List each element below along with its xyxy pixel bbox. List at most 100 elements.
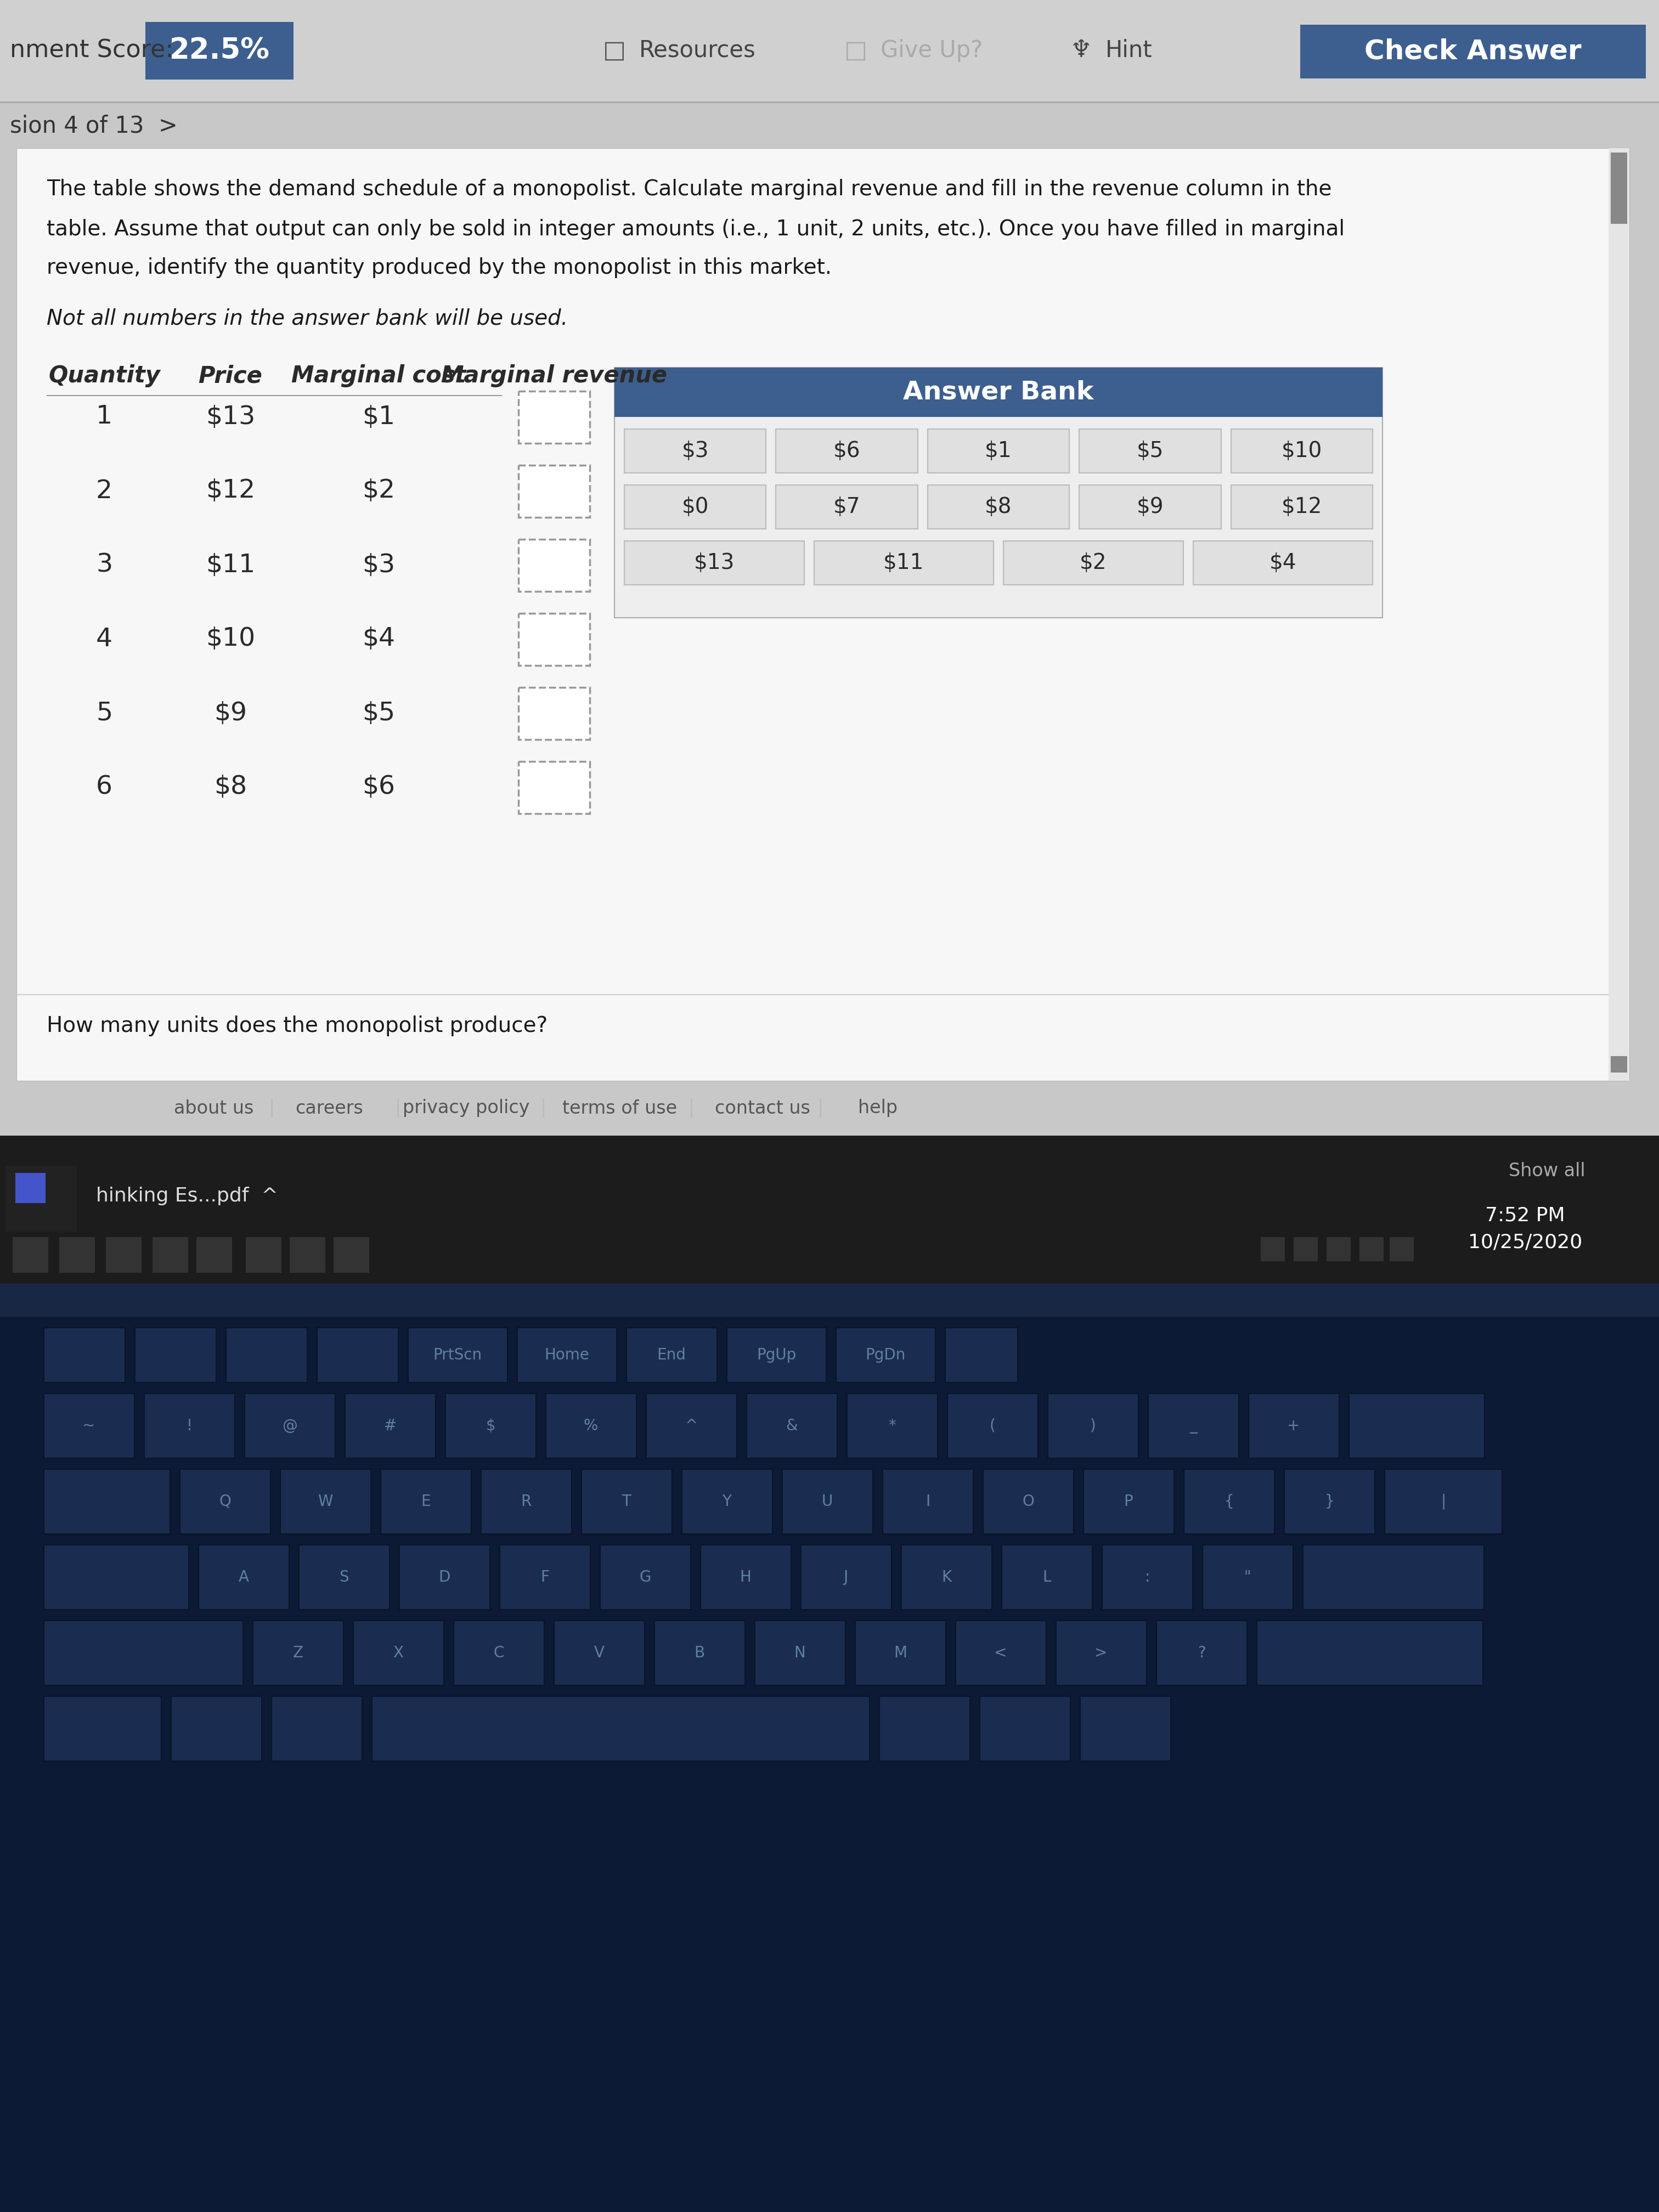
- Text: Show all: Show all: [1508, 1161, 1586, 1181]
- Bar: [836, 1327, 936, 1383]
- Bar: [1284, 1469, 1375, 1533]
- Bar: [1231, 429, 1372, 473]
- Text: 2: 2: [96, 478, 113, 504]
- Text: ?: ?: [1198, 1646, 1206, 1661]
- Text: #: #: [383, 1418, 397, 1433]
- Bar: [290, 1237, 325, 1272]
- Text: @: @: [282, 1418, 297, 1433]
- Text: 6: 6: [96, 774, 113, 799]
- Text: |: |: [688, 1099, 695, 1117]
- Text: (: (: [989, 1418, 995, 1433]
- Bar: [783, 1469, 873, 1533]
- Bar: [1156, 1621, 1248, 1686]
- Text: H: H: [740, 1571, 752, 1586]
- Text: hinking Es...pdf  ^: hinking Es...pdf ^: [96, 1186, 279, 1206]
- Text: Answer Bank: Answer Bank: [902, 380, 1093, 405]
- Bar: [927, 429, 1070, 473]
- Text: Marginal cost: Marginal cost: [292, 365, 466, 387]
- Text: Y: Y: [722, 1493, 732, 1509]
- Bar: [1302, 1544, 1485, 1610]
- Bar: [317, 1327, 398, 1383]
- Bar: [272, 1697, 362, 1761]
- Text: V: V: [594, 1646, 604, 1661]
- Text: PgUp: PgUp: [757, 1347, 796, 1363]
- Text: $8: $8: [985, 495, 1012, 518]
- Text: Check Answer: Check Answer: [1364, 38, 1581, 64]
- Bar: [0, 1283, 1659, 2212]
- Bar: [196, 1237, 232, 1272]
- Text: :: :: [1145, 1571, 1150, 1586]
- Bar: [776, 484, 917, 529]
- Text: ^: ^: [685, 1418, 698, 1433]
- Text: $7: $7: [833, 495, 861, 518]
- Text: M: M: [894, 1646, 907, 1661]
- Text: PrtScn: PrtScn: [433, 1347, 483, 1363]
- Text: F: F: [541, 1571, 549, 1586]
- Bar: [554, 1621, 645, 1686]
- Bar: [946, 1327, 1017, 1383]
- Text: 10/25/2020: 10/25/2020: [1468, 1234, 1583, 1252]
- Text: revenue, identify the quantity produced by the monopolist in this market.: revenue, identify the quantity produced …: [46, 257, 831, 279]
- Text: $1: $1: [362, 405, 395, 429]
- Bar: [199, 1544, 289, 1610]
- Text: $6: $6: [362, 774, 395, 799]
- Text: PgDn: PgDn: [866, 1347, 906, 1363]
- Bar: [43, 1394, 134, 1458]
- Text: _: _: [1190, 1418, 1198, 1433]
- Text: careers: careers: [295, 1099, 363, 1117]
- Bar: [647, 1394, 737, 1458]
- Bar: [1611, 153, 1627, 223]
- Text: ♆: ♆: [1070, 38, 1092, 62]
- Bar: [624, 429, 766, 473]
- Text: Resources: Resources: [639, 40, 757, 62]
- Text: W: W: [319, 1493, 333, 1509]
- Bar: [518, 688, 589, 739]
- Text: Z: Z: [292, 1646, 304, 1661]
- Bar: [134, 1327, 216, 1383]
- Text: U: U: [821, 1493, 833, 1509]
- Bar: [333, 1237, 370, 1272]
- Bar: [518, 613, 589, 666]
- Text: ": ": [1244, 1571, 1251, 1586]
- Text: J: J: [844, 1571, 848, 1586]
- Bar: [518, 1327, 617, 1383]
- Text: |: |: [1442, 1493, 1447, 1509]
- Text: }: }: [1324, 1493, 1334, 1509]
- Bar: [546, 1394, 637, 1458]
- Text: C: C: [493, 1646, 504, 1661]
- Bar: [1102, 1544, 1193, 1610]
- Text: 1: 1: [96, 405, 113, 429]
- Bar: [947, 1394, 1039, 1458]
- Bar: [1148, 1394, 1239, 1458]
- Text: S: S: [338, 1571, 348, 1586]
- Text: Price: Price: [199, 365, 262, 387]
- Bar: [1048, 1394, 1138, 1458]
- Bar: [0, 104, 1659, 150]
- Bar: [956, 1621, 1047, 1686]
- Text: $13: $13: [206, 405, 255, 429]
- Bar: [146, 22, 294, 80]
- Bar: [1301, 24, 1646, 77]
- Bar: [624, 542, 805, 584]
- Text: $13: $13: [693, 553, 735, 573]
- Text: N: N: [795, 1646, 806, 1661]
- Text: 22.5%: 22.5%: [169, 35, 270, 64]
- Bar: [883, 1469, 974, 1533]
- Text: P: P: [1123, 1493, 1133, 1509]
- Text: $3: $3: [682, 440, 708, 462]
- Text: 4: 4: [96, 626, 113, 653]
- Bar: [1080, 484, 1221, 529]
- Text: $4: $4: [1269, 553, 1296, 573]
- Bar: [1203, 1544, 1292, 1610]
- Bar: [171, 1697, 262, 1761]
- Text: $5: $5: [362, 701, 395, 726]
- Bar: [43, 1697, 161, 1761]
- Bar: [755, 1621, 846, 1686]
- Text: $6: $6: [833, 440, 861, 462]
- Text: X: X: [393, 1646, 403, 1661]
- Text: $11: $11: [883, 553, 924, 573]
- Bar: [801, 1544, 891, 1610]
- Bar: [0, 1135, 1659, 1283]
- Bar: [1385, 1469, 1501, 1533]
- Bar: [901, 1544, 992, 1610]
